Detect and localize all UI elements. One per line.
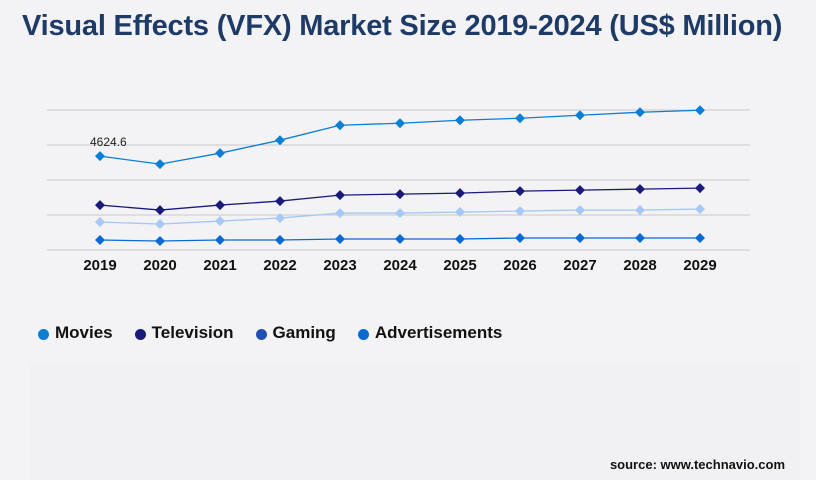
source-label: source: www.technavio.com <box>609 457 785 472</box>
data-point <box>95 217 105 228</box>
data-point <box>395 189 405 200</box>
series-advertisements <box>95 233 705 247</box>
x-tick-label: 2024 <box>383 257 417 274</box>
data-label: 4624.6 <box>90 135 127 149</box>
legend-marker-icon <box>357 329 369 340</box>
data-point <box>515 233 525 244</box>
legend-marker-icon <box>38 329 49 340</box>
data-point <box>215 148 225 159</box>
data-point <box>275 135 285 146</box>
data-point <box>455 115 465 126</box>
chart-title: Visual Effects (VFX) Market Size 2019-20… <box>22 10 783 42</box>
data-point <box>575 233 585 244</box>
data-point <box>275 196 285 207</box>
data-point <box>635 205 645 216</box>
legend-label: Advertisements <box>374 323 503 342</box>
data-point <box>575 110 585 121</box>
data-point <box>95 151 105 162</box>
gridlines <box>47 109 750 251</box>
data-point <box>335 234 345 245</box>
x-tick-label: 2021 <box>203 257 236 274</box>
data-point <box>635 107 645 118</box>
x-tick-label: 2025 <box>443 257 476 274</box>
data-point <box>275 213 285 224</box>
data-point <box>215 235 225 246</box>
legend-panel <box>30 362 800 480</box>
series-lines <box>95 105 705 247</box>
data-point <box>395 118 405 129</box>
data-point <box>635 184 645 195</box>
data-point <box>155 205 165 216</box>
annotations: 4624.6 <box>90 135 127 149</box>
series-movies <box>95 105 705 170</box>
legend: Movies Television Gaming Advertisements <box>38 323 502 343</box>
legend-label: Gaming <box>272 323 336 342</box>
data-point <box>155 219 165 230</box>
x-tick-label: 2020 <box>143 257 176 274</box>
data-point <box>455 188 465 199</box>
series-television <box>95 183 705 216</box>
data-point <box>575 185 585 196</box>
data-point <box>635 233 645 244</box>
data-point <box>515 206 525 217</box>
x-tick-label: 2027 <box>563 257 596 274</box>
data-point <box>335 190 345 201</box>
data-point <box>95 235 105 246</box>
legend-marker-icon <box>255 329 267 340</box>
data-point <box>215 200 225 211</box>
x-axis-ticks: 2019 2020 2021 2022 2023 2024 2025 2026 2027 2028… <box>83 257 716 274</box>
data-point <box>455 234 465 245</box>
data-point <box>515 113 525 124</box>
data-point <box>95 200 105 211</box>
data-point <box>395 208 405 219</box>
data-point <box>695 105 705 116</box>
x-tick-label: 2022 <box>263 257 296 274</box>
series-gaming <box>95 204 705 230</box>
data-point <box>275 235 285 246</box>
x-tick-label: 2029 <box>683 257 716 274</box>
data-point <box>695 204 705 215</box>
legend-item-television: Television <box>134 323 234 343</box>
legend-item-gaming: Gaming <box>255 323 336 343</box>
data-point <box>335 120 345 131</box>
legend-item-movies: Movies <box>38 323 113 343</box>
data-point <box>215 216 225 227</box>
data-point <box>155 159 165 170</box>
data-point <box>695 233 705 244</box>
legend-label: Movies <box>55 323 113 342</box>
data-point <box>695 183 705 194</box>
legend-label: Television <box>151 323 234 342</box>
legend-item-advertisements: Advertisements <box>357 323 503 343</box>
data-point <box>515 186 525 197</box>
data-point <box>155 236 165 247</box>
x-tick-label: 2023 <box>323 257 356 274</box>
data-point <box>455 207 465 218</box>
x-tick-label: 2028 <box>623 257 656 274</box>
data-point <box>395 234 405 245</box>
data-point <box>335 208 345 219</box>
x-tick-label: 2026 <box>503 257 536 274</box>
data-point <box>575 205 585 216</box>
legend-marker-icon <box>134 329 146 340</box>
x-tick-label: 2019 <box>83 257 116 274</box>
